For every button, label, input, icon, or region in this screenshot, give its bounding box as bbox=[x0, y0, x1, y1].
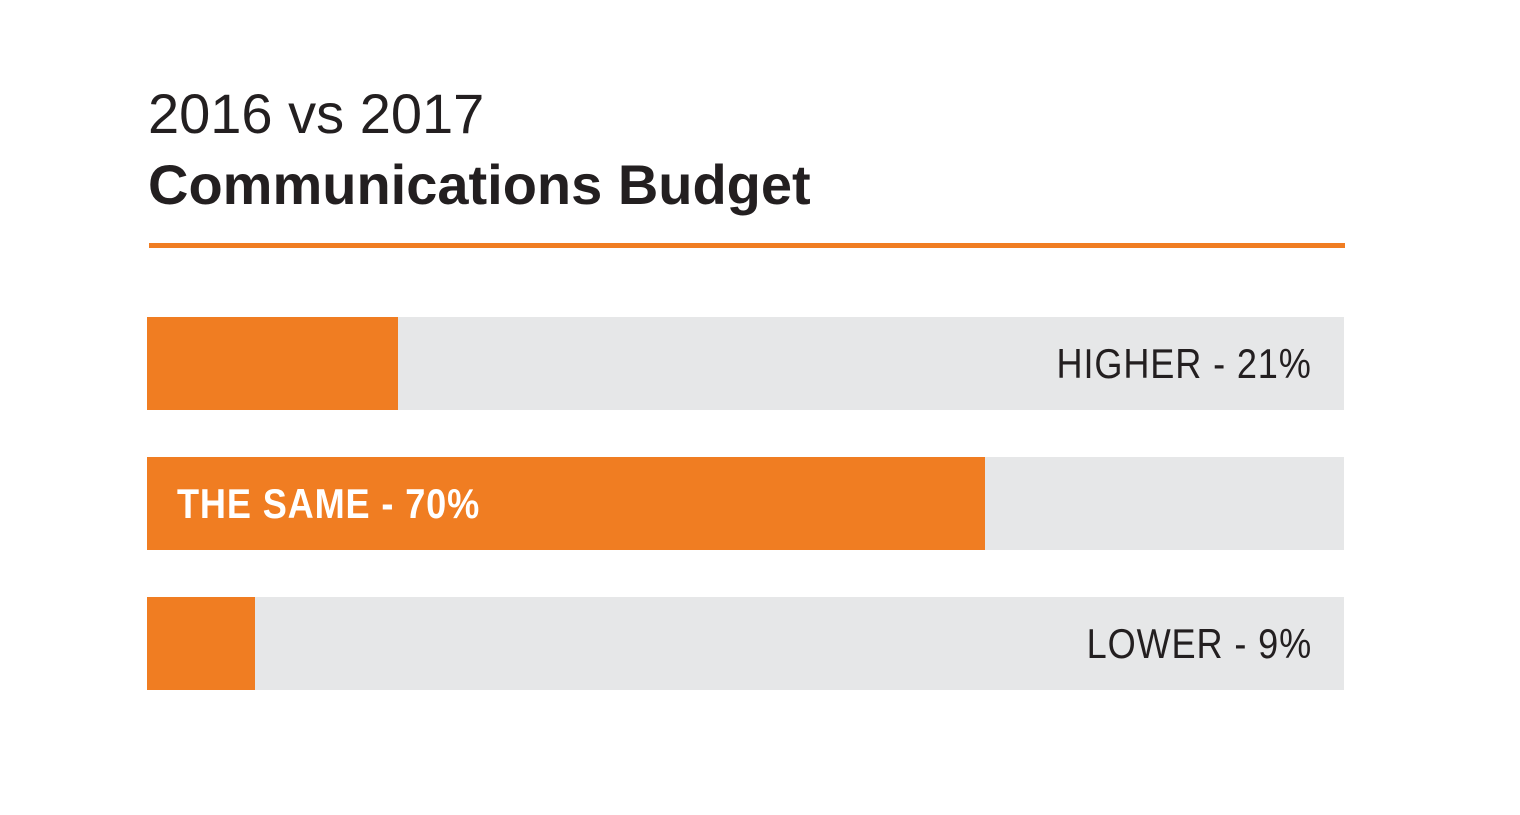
bar-track-higher: HIGHER - 21% bbox=[147, 317, 1344, 410]
bar-lower bbox=[147, 597, 255, 690]
bar-label-higher: HIGHER - 21% bbox=[1056, 340, 1312, 387]
bar-the-same bbox=[147, 457, 985, 550]
bar-track-lower: LOWER - 9% bbox=[147, 597, 1344, 690]
chart-title-line1: 2016 vs 2017 bbox=[148, 82, 485, 145]
chart-title-line2: Communications Budget bbox=[148, 153, 811, 216]
bar-higher bbox=[147, 317, 398, 410]
bar-track-the-same: THE SAME - 70% bbox=[147, 457, 1344, 550]
bar-label-lower: LOWER - 9% bbox=[1086, 620, 1312, 667]
bar-label-the-same: THE SAME - 70% bbox=[177, 480, 481, 527]
title-underline bbox=[149, 243, 1345, 248]
